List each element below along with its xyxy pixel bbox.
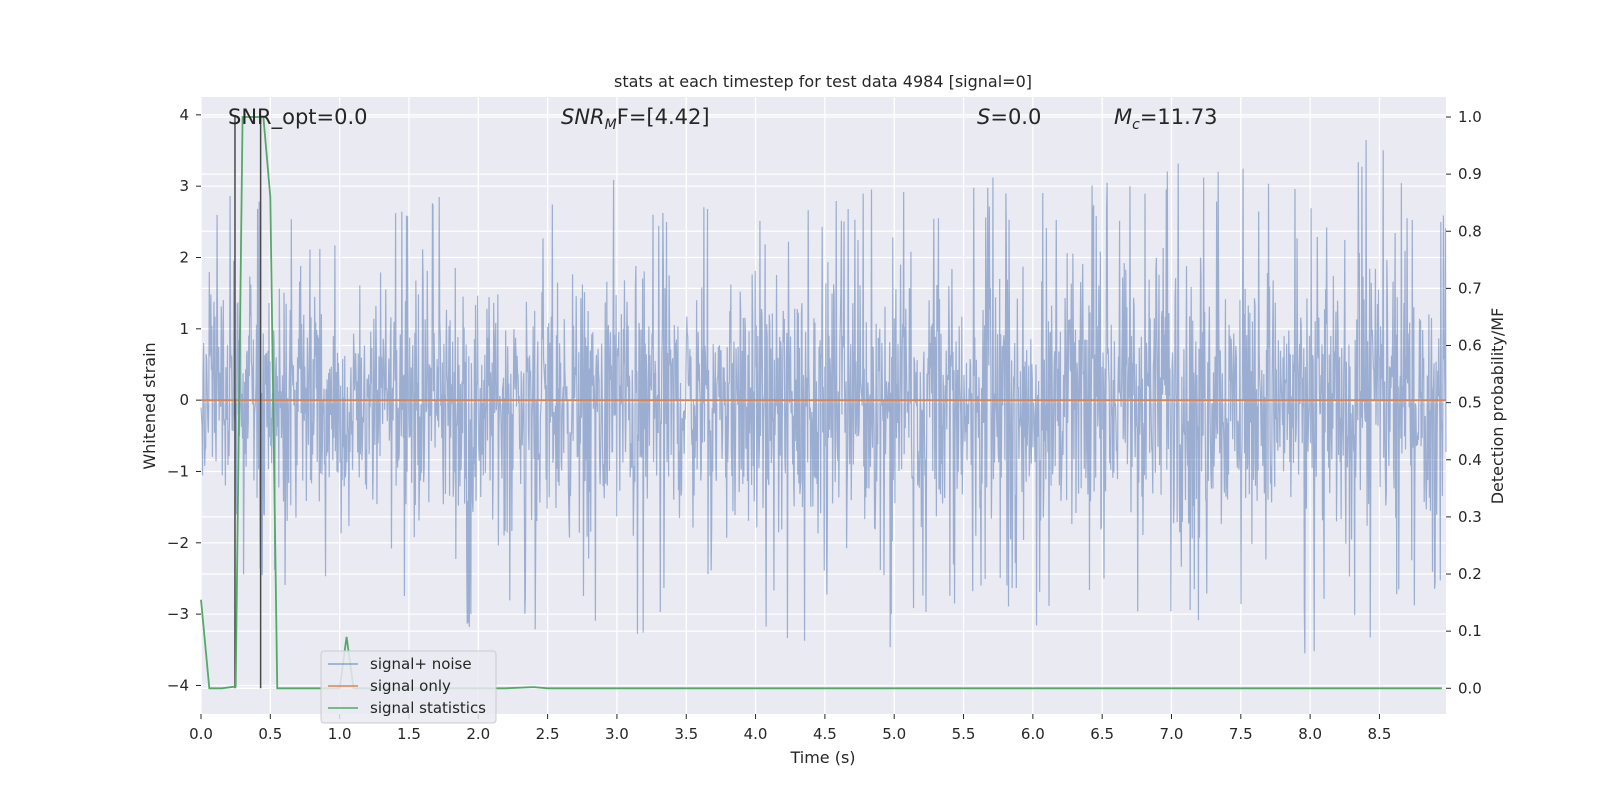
y2-tick-label: 0.3 bbox=[1458, 508, 1482, 526]
legend-box bbox=[320, 650, 497, 724]
annotation-snr-mf-value: F=[4.42] bbox=[617, 105, 710, 129]
x-tick-label: 0.0 bbox=[189, 725, 213, 743]
x-tick-label: 4.5 bbox=[813, 725, 837, 743]
y-tick-label: −1 bbox=[167, 462, 189, 480]
x-tick-label: 8.5 bbox=[1368, 725, 1392, 743]
x-tick-label: 7.5 bbox=[1229, 725, 1253, 743]
x-tick-label: 1.5 bbox=[397, 725, 421, 743]
y2-tick-label: 0.4 bbox=[1458, 451, 1482, 469]
annotation-snr-mf-main: SNR bbox=[561, 105, 605, 129]
y2-tick-label: 0.6 bbox=[1458, 337, 1482, 355]
y-tick-label: 2 bbox=[179, 248, 189, 266]
x-tick-label: 1.0 bbox=[328, 725, 352, 743]
x-tick-label: 7.0 bbox=[1160, 725, 1184, 743]
x-ticks: 0.0 0.5 1.0 1.5 2.0 2.5 3.0 3.5 4.0 4.5 5.0 5.5 6.0 6… bbox=[189, 714, 1391, 743]
series-signal-statistics bbox=[200, 116, 1442, 690]
x-tick-label: 0.5 bbox=[258, 725, 282, 743]
y-axis-label: Whitened strain bbox=[140, 342, 159, 469]
y-tick-label: 3 bbox=[179, 177, 189, 195]
annotation-s-value: =0.0 bbox=[990, 105, 1041, 129]
annotation-snr-mf-sub: M bbox=[605, 117, 617, 133]
x-tick-label: 6.0 bbox=[1021, 725, 1045, 743]
y2-tick-label: 0.0 bbox=[1458, 679, 1482, 697]
series-signal-noise bbox=[200, 140, 1447, 654]
x-tick-label: 4.0 bbox=[744, 725, 768, 743]
x-tick-label: 6.5 bbox=[1090, 725, 1114, 743]
chart-title: stats at each timestep for test data 498… bbox=[614, 72, 1032, 91]
y2-tick-label: 0.8 bbox=[1458, 222, 1482, 240]
signal-noise-line bbox=[200, 140, 1447, 654]
y-tick-label: 0 bbox=[179, 391, 189, 409]
x-tick-label: 2.0 bbox=[466, 725, 490, 743]
annotation-s: S=0.0 bbox=[977, 105, 1041, 129]
annotation-mc-main: M bbox=[1114, 105, 1132, 129]
x-axis-label: Time (s) bbox=[789, 748, 855, 767]
y2-tick-label: 0.7 bbox=[1458, 279, 1482, 297]
x-tick-label: 3.0 bbox=[605, 725, 629, 743]
legend: signal+ noise signal only signal statist… bbox=[320, 650, 497, 724]
y2-tick-label: 0.9 bbox=[1458, 165, 1482, 183]
vertical-markers bbox=[234, 116, 262, 689]
y-tick-label: −4 bbox=[167, 676, 189, 694]
y2-ticks: 1.0 0.9 0.8 0.7 0.6 0.5 0.4 0.3 0.2 0.1 0.0 bbox=[1446, 108, 1482, 697]
annotations: SNR_opt=0.0 SNRMF=[4.42] S=0.0 Mc=11.73 bbox=[228, 105, 1218, 133]
y2-tick-label: 1.0 bbox=[1458, 108, 1482, 126]
y-tick-label: −2 bbox=[167, 534, 189, 552]
y-tick-label: 1 bbox=[179, 320, 189, 338]
annotation-mc-sub: c bbox=[1132, 117, 1140, 133]
x-tick-label: 3.5 bbox=[674, 725, 698, 743]
annotation-snr-mf: SNRMF=[4.42] bbox=[561, 105, 710, 133]
y2-tick-label: 0.2 bbox=[1458, 565, 1482, 583]
legend-label-signal-statistics: signal statistics bbox=[370, 699, 486, 717]
y-tick-label: 4 bbox=[179, 106, 189, 124]
y-ticks: 4 3 2 1 0 −1 −2 −3 −4 bbox=[167, 106, 201, 694]
x-tick-label: 5.5 bbox=[952, 725, 976, 743]
annotation-mc-value: =11.73 bbox=[1140, 105, 1218, 129]
x-tick-label: 8.0 bbox=[1298, 725, 1322, 743]
signal-statistics-line bbox=[200, 116, 1442, 690]
annotation-mc: Mc=11.73 bbox=[1114, 105, 1218, 133]
legend-label-signal-noise: signal+ noise bbox=[370, 655, 472, 673]
legend-label-signal-only: signal only bbox=[370, 677, 451, 695]
y2-tick-label: 0.1 bbox=[1458, 622, 1482, 640]
y2-axis-label: Detection probability/MF bbox=[1488, 308, 1507, 505]
y-tick-label: −3 bbox=[167, 605, 189, 623]
annotation-s-main: S bbox=[977, 105, 990, 129]
y2-tick-label: 0.5 bbox=[1458, 394, 1482, 412]
annotation-snr-opt: SNR_opt=0.0 bbox=[228, 105, 368, 130]
x-tick-label: 2.5 bbox=[536, 725, 560, 743]
x-tick-label: 5.0 bbox=[882, 725, 906, 743]
